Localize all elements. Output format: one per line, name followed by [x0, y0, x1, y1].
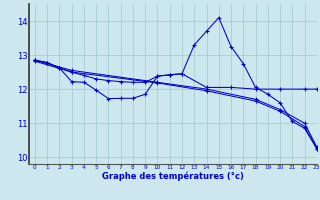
X-axis label: Graphe des températures (°c): Graphe des températures (°c): [102, 172, 244, 181]
